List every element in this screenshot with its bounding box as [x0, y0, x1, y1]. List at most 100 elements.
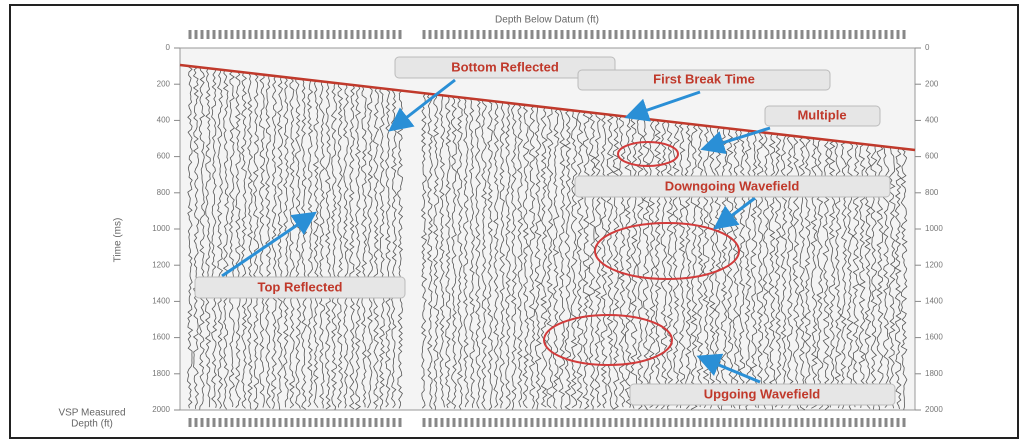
seismic-trace	[198, 67, 206, 410]
depth-tick	[842, 418, 846, 427]
depth-tick	[266, 418, 270, 427]
depth-tick	[458, 418, 462, 427]
seismic-trace	[420, 92, 428, 409]
depth-tick	[902, 30, 906, 39]
depth-tick	[512, 30, 516, 39]
depth-tick	[236, 418, 240, 427]
depth-tick	[530, 30, 534, 39]
depth-tick	[848, 418, 852, 427]
depth-tick	[356, 418, 360, 427]
seismic-trace	[337, 83, 344, 408]
depth-tick	[746, 418, 750, 427]
depth-tick	[392, 418, 396, 427]
depth-tick	[218, 418, 222, 427]
seismic-trace	[744, 130, 752, 410]
depth-tick	[890, 30, 894, 39]
depth-tick	[422, 30, 426, 39]
seismic-trace	[462, 97, 470, 408]
depth-tick	[386, 418, 390, 427]
depth-tick	[650, 30, 654, 39]
depth-tick	[668, 30, 672, 39]
depth-tick	[614, 418, 618, 427]
depth-tick	[638, 30, 642, 39]
depth-tick	[338, 418, 342, 427]
seismic-trace	[684, 123, 692, 409]
depth-tick	[596, 30, 600, 39]
seismic-trace	[660, 120, 668, 410]
depth-tick	[626, 418, 630, 427]
depth-tick	[476, 30, 480, 39]
annotation-text: Top Reflected	[258, 279, 343, 294]
depth-tick	[428, 418, 432, 427]
depth-tick	[326, 418, 330, 427]
annotation: First Break Time	[577, 69, 831, 91]
seismic-trace	[666, 121, 674, 410]
depth-tick	[530, 418, 534, 427]
depth-tick	[290, 418, 294, 427]
depth-tick	[356, 30, 360, 39]
depth-tick	[722, 418, 726, 427]
seismic-trace	[384, 88, 391, 408]
seismic-trace	[366, 86, 374, 409]
seismic-trace	[618, 115, 626, 408]
depth-tick	[800, 418, 804, 427]
depth-tick	[296, 418, 300, 427]
seismic-trace	[342, 83, 349, 409]
seismic-trace	[240, 72, 248, 409]
y-tick-label: 600	[157, 152, 171, 161]
depth-tick	[590, 418, 594, 427]
depth-tick	[308, 30, 312, 39]
depth-tick	[710, 418, 714, 427]
depth-tick	[332, 30, 336, 39]
depth-tick	[854, 418, 858, 427]
seismic-trace	[324, 81, 331, 410]
depth-tick	[236, 30, 240, 39]
depth-tick	[620, 30, 624, 39]
seismic-trace	[252, 73, 259, 411]
seismic-trace	[451, 96, 458, 409]
depth-tick	[434, 30, 438, 39]
depth-tick	[572, 418, 576, 427]
depth-tick	[320, 30, 324, 39]
y-tick-label: 1800	[925, 369, 943, 378]
depth-tick	[818, 30, 822, 39]
depth-tick	[206, 30, 210, 39]
depth-tick	[608, 418, 612, 427]
depth-tick	[896, 418, 900, 427]
seismic-trace	[499, 101, 506, 409]
depth-tick	[542, 30, 546, 39]
depth-tick	[536, 418, 540, 427]
depth-tick	[638, 418, 642, 427]
seismic-trace	[204, 67, 212, 408]
depth-tick	[734, 418, 738, 427]
depth-tick	[602, 418, 606, 427]
depth-tick	[776, 418, 780, 427]
depth-tick	[758, 418, 762, 427]
seismic-trace	[510, 103, 517, 410]
seismic-trace	[642, 118, 650, 411]
depth-tick	[686, 30, 690, 39]
label-box	[394, 56, 616, 79]
depth-tick	[578, 30, 582, 39]
depth-tick	[470, 418, 474, 427]
depth-tick	[716, 30, 720, 39]
depth-tick	[224, 418, 228, 427]
y-tick-label: 200	[157, 79, 171, 88]
label-box	[764, 105, 881, 127]
label-box	[577, 69, 831, 91]
depth-tick	[290, 30, 294, 39]
depth-tick	[518, 30, 522, 39]
depth-tick	[314, 30, 318, 39]
depth-tick	[704, 30, 708, 39]
depth-tick	[374, 418, 378, 427]
depth-tick	[554, 418, 558, 427]
depth-tick	[542, 418, 546, 427]
y-tick-label: 1600	[152, 333, 170, 342]
depth-tick	[500, 30, 504, 39]
depth-tick	[668, 418, 672, 427]
depth-tick	[506, 418, 510, 427]
seismic-trace	[265, 74, 271, 409]
seismic-trace	[192, 66, 200, 409]
depth-tick	[452, 30, 456, 39]
